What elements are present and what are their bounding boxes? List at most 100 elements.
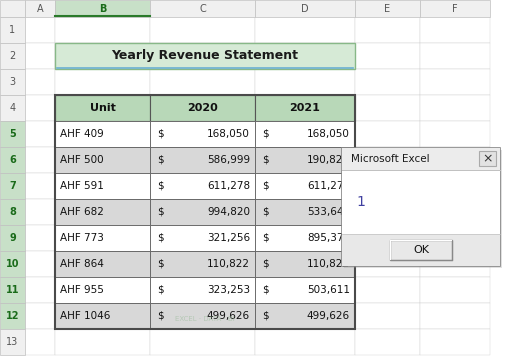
Bar	[0, 95, 25, 121]
Text: 10: 10	[6, 259, 19, 269]
Text: 321,256: 321,256	[207, 233, 250, 243]
Bar	[355, 199, 420, 225]
Bar	[55, 303, 150, 329]
Text: $: $	[262, 311, 269, 321]
Text: 611,278: 611,278	[307, 181, 350, 191]
Bar	[55, 173, 150, 199]
Bar	[255, 173, 355, 199]
Bar	[150, 121, 255, 147]
Bar	[55, 147, 150, 173]
Bar	[420, 303, 490, 329]
Text: 2020: 2020	[187, 103, 218, 113]
Bar	[150, 173, 255, 199]
Bar	[25, 69, 55, 95]
Bar	[55, 303, 150, 329]
Bar	[342, 148, 500, 266]
Bar	[420, 251, 490, 277]
Bar	[150, 43, 255, 69]
Text: 13: 13	[6, 337, 19, 347]
Bar	[479, 151, 496, 166]
Bar	[255, 95, 355, 121]
Bar	[55, 95, 150, 121]
Bar	[55, 225, 150, 251]
Bar	[420, 147, 490, 173]
Bar	[0, 43, 25, 69]
Bar	[420, 95, 490, 121]
Text: 6: 6	[9, 155, 16, 165]
Text: Yearly Revenue Statement: Yearly Revenue Statement	[112, 48, 298, 62]
Bar	[255, 199, 355, 225]
Text: 190,821: 190,821	[307, 155, 350, 165]
Text: AHF 773: AHF 773	[60, 233, 104, 243]
Text: $: $	[157, 155, 163, 165]
Bar	[55, 147, 150, 173]
Text: $: $	[157, 311, 163, 321]
Bar	[150, 251, 255, 277]
Bar	[355, 225, 420, 251]
Bar	[0, 303, 25, 329]
Bar	[55, 225, 150, 251]
Bar	[355, 147, 420, 173]
Bar	[55, 95, 150, 121]
Bar	[355, 0, 420, 17]
Text: 1: 1	[356, 195, 365, 209]
Text: AHF 591: AHF 591	[60, 181, 104, 191]
Text: 2: 2	[9, 51, 16, 61]
Bar	[55, 121, 150, 147]
Text: 586,999: 586,999	[207, 155, 250, 165]
Text: 8: 8	[9, 207, 16, 217]
Text: $: $	[262, 181, 269, 191]
Bar	[255, 17, 355, 43]
Bar	[420, 277, 490, 303]
Bar	[0, 277, 25, 303]
Text: 110,822: 110,822	[207, 259, 250, 269]
Text: $: $	[157, 233, 163, 243]
Text: 503,611: 503,611	[307, 285, 350, 295]
Bar	[150, 0, 255, 17]
Bar	[342, 148, 500, 170]
Bar	[355, 173, 420, 199]
Bar	[150, 95, 255, 121]
Bar	[255, 329, 355, 355]
Text: 3: 3	[9, 77, 16, 87]
Bar	[150, 225, 255, 251]
Text: 168,050: 168,050	[307, 129, 350, 139]
Bar	[55, 277, 150, 303]
Text: D: D	[301, 4, 309, 13]
Text: 11: 11	[6, 285, 19, 295]
Text: 499,626: 499,626	[307, 311, 350, 321]
Bar	[255, 251, 355, 277]
Bar	[420, 0, 490, 17]
Text: $: $	[262, 285, 269, 295]
Text: $: $	[262, 129, 269, 139]
Text: OK: OK	[413, 245, 429, 255]
Bar	[150, 303, 255, 329]
Text: $: $	[157, 207, 163, 217]
Bar	[55, 277, 150, 303]
Bar	[150, 225, 255, 251]
Text: 4: 4	[9, 103, 16, 113]
Bar	[150, 147, 255, 173]
Bar	[150, 173, 255, 199]
Text: 7: 7	[9, 181, 16, 191]
Bar	[150, 17, 255, 43]
Bar	[255, 95, 355, 121]
Bar	[255, 303, 355, 329]
Text: $: $	[262, 233, 269, 243]
Bar	[255, 199, 355, 225]
Bar	[25, 225, 55, 251]
Text: 611,278: 611,278	[207, 181, 250, 191]
Bar	[255, 277, 355, 303]
Bar	[255, 173, 355, 199]
Bar	[0, 121, 25, 147]
Bar	[355, 95, 420, 121]
Bar	[355, 43, 420, 69]
Text: AHF 864: AHF 864	[60, 259, 104, 269]
Bar	[150, 199, 255, 225]
Text: C: C	[199, 4, 206, 13]
Text: 895,373: 895,373	[307, 233, 350, 243]
Text: AHF 955: AHF 955	[60, 285, 104, 295]
Text: $: $	[157, 181, 163, 191]
Bar	[55, 95, 355, 329]
Bar	[355, 277, 420, 303]
